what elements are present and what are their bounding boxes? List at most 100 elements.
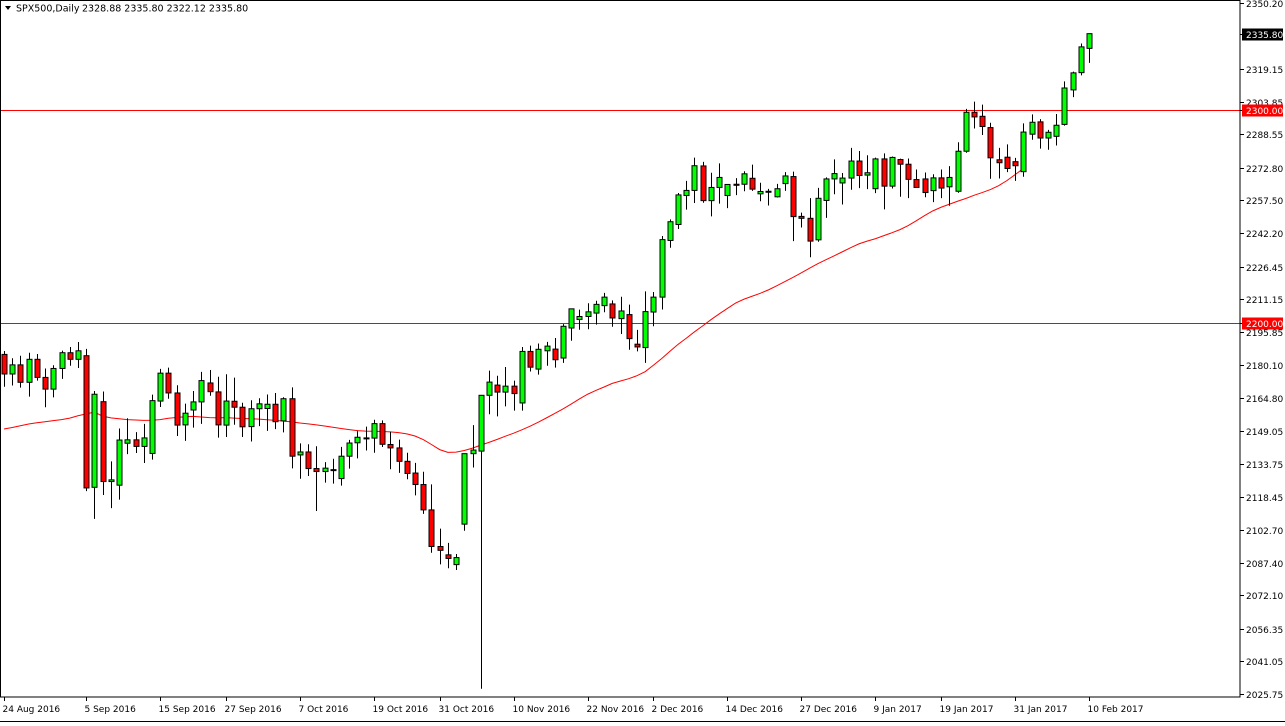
candlestick-series [1, 33, 1093, 689]
candle-body [716, 176, 723, 188]
ohlc-readout: 2328.88 2335.80 2322.12 2335.80 [82, 4, 248, 15]
candle [42, 368, 49, 408]
candle-body [67, 352, 74, 360]
candle [133, 432, 140, 454]
candle-body [91, 393, 98, 488]
candle [881, 153, 888, 210]
candle [757, 182, 764, 202]
candle-body [26, 358, 33, 383]
price-tick-label: 2211.15 [1246, 296, 1283, 306]
symbol-label: SPX500,Daily [16, 4, 80, 15]
candle-body [1086, 33, 1093, 49]
candle-body [856, 160, 863, 177]
candle-body [1070, 72, 1077, 91]
candle-body [223, 400, 230, 426]
candle [618, 296, 625, 334]
candle [404, 452, 411, 480]
candle-body [1078, 46, 1085, 74]
candle-body [535, 348, 542, 370]
time-tick-label: 27 Sep 2016 [225, 705, 282, 715]
time-tick-label: 5 Sep 2016 [85, 705, 137, 715]
candle-body [239, 406, 246, 428]
price-tick-label: 2072.10 [1246, 592, 1283, 602]
price-tick-label: 2041.05 [1246, 658, 1283, 668]
candle-body [872, 158, 879, 190]
candle [453, 553, 460, 570]
candle-body [289, 398, 296, 457]
candle [593, 300, 600, 325]
candle [733, 178, 740, 196]
candle-body [544, 345, 551, 352]
time-tick-label: 10 Feb 2017 [1088, 705, 1144, 715]
candle [100, 391, 107, 495]
candle [50, 365, 57, 398]
candle [223, 374, 230, 438]
candle-body [190, 401, 197, 411]
candle-body [626, 314, 633, 340]
candle [231, 377, 238, 425]
plot-border [0, 0, 1241, 698]
candle [724, 183, 731, 209]
candle [338, 446, 345, 486]
chart-header: SPX500,Daily 2328.88 2335.80 2322.12 233… [5, 4, 248, 15]
candle-body [839, 177, 846, 184]
candle [272, 392, 279, 430]
candle-body [955, 150, 962, 192]
candle [354, 430, 361, 459]
candle-body [354, 436, 361, 444]
candle-body [823, 178, 830, 201]
candle [363, 426, 370, 451]
candle-body [412, 472, 419, 486]
collapse-triangle-icon[interactable] [5, 6, 11, 10]
candle [248, 400, 255, 442]
candle-body [609, 303, 616, 319]
candle [922, 172, 929, 198]
time-tick-label: 15 Sep 2016 [159, 705, 216, 715]
candle [930, 174, 937, 203]
candle-body [379, 423, 386, 445]
time-tick-label: 27 Dec 2016 [800, 705, 858, 715]
candle [124, 418, 131, 455]
candle-body [905, 163, 912, 180]
candle [264, 394, 271, 431]
price-tick-label: 2257.50 [1246, 197, 1283, 207]
candle-body [700, 165, 707, 202]
candle [765, 188, 772, 206]
candle [987, 122, 994, 179]
candle-body [9, 364, 16, 375]
candle-body [971, 111, 978, 118]
candle [470, 425, 477, 468]
candle [609, 300, 616, 327]
candle [190, 391, 197, 428]
level-price-box [1242, 104, 1283, 117]
candle [461, 453, 468, 531]
candle [1020, 123, 1027, 177]
candle-body [428, 509, 435, 548]
candle [897, 158, 904, 197]
candle [9, 358, 16, 386]
horizontal-levels [0, 110, 1240, 324]
candle-body [256, 403, 263, 410]
candle [215, 376, 222, 438]
candle-body [519, 350, 526, 404]
price-tick-label: 2164.80 [1246, 395, 1283, 405]
candle-body [593, 303, 600, 314]
candle-body [280, 398, 287, 422]
candle [91, 391, 98, 519]
candle-body [765, 190, 772, 193]
candle-body [1004, 156, 1011, 169]
time-tick-label: 31 Oct 2016 [439, 705, 495, 715]
candle-body [50, 367, 57, 390]
candle-body [650, 296, 657, 313]
candle [108, 461, 115, 509]
candle [568, 308, 575, 341]
candle-body [691, 165, 698, 191]
time-tick-label: 19 Oct 2016 [373, 705, 429, 715]
candle-body [897, 159, 904, 165]
candle [59, 350, 66, 379]
candle-body [305, 451, 312, 470]
candle-body [996, 159, 1003, 164]
candle-body [108, 479, 115, 483]
